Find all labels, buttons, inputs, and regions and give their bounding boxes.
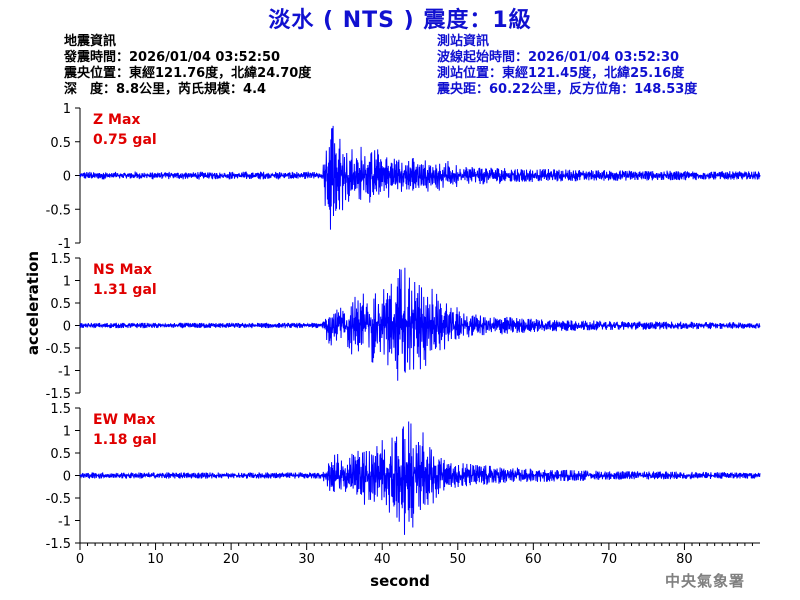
max-value-z: 0.75 gal [93, 132, 157, 148]
y-tick-label-ew: 1.5 [50, 402, 71, 417]
y-tick-label-z: -0.5 [46, 203, 71, 218]
x-axis-title: second [370, 572, 430, 590]
agency-name: 中央氣象署 [664, 572, 745, 590]
y-tick-label-ew: 1 [63, 425, 71, 440]
waveform-z [79, 125, 761, 230]
y-tick-label-ns: 1.5 [50, 252, 71, 267]
max-label-z: Z Max [93, 112, 140, 128]
max-value-ew: 1.18 gal [93, 432, 157, 448]
epicentral-distance: 震央距：60.22公里，反方位角：148.53度 [437, 82, 698, 97]
epicenter-location: 震央位置：東經121.76度，北緯24.70度 [64, 66, 312, 81]
y-tick-label-z: 0 [63, 170, 71, 185]
station-info-heading: 測站資訊 [437, 34, 490, 49]
y-tick-label-ns: -0.5 [46, 342, 71, 357]
quake-info-heading: 地震資訊 [64, 34, 117, 49]
y-tick-label-ew: -0.5 [46, 492, 71, 507]
y-tick-label-z: 0.5 [50, 136, 71, 151]
y-tick-label-z: -1 [58, 237, 71, 252]
y-tick-label-ew: 0.5 [50, 447, 71, 462]
x-tick-label: 80 [676, 552, 693, 567]
chart-title: 淡水 ( NTS ) 震度：1級 [268, 8, 532, 33]
x-tick-label: 60 [525, 552, 542, 567]
max-value-ns: 1.31 gal [93, 282, 157, 298]
x-tick-label: 50 [450, 552, 467, 567]
y-tick-label-ns: -1.5 [46, 387, 71, 402]
station-location: 測站位置：東經121.45度，北緯25.16度 [437, 66, 685, 81]
x-tick-label: 0 [76, 552, 84, 567]
y-tick-label-ew: 0 [63, 470, 71, 485]
depth-magnitude: 深 度：8.8公里，芮氏規模：4.4 [64, 82, 267, 97]
x-tick-label: 20 [223, 552, 240, 567]
waveform-ew [79, 421, 761, 535]
max-label-ns: NS Max [93, 262, 152, 278]
y-tick-label-ns: -1 [58, 365, 71, 380]
quake-info-block: 地震資訊 發震時間：2026/01/04 03:52:50 震央位置：東經121… [64, 34, 311, 98]
waveform-ns [79, 267, 761, 381]
y-tick-label-ns: 0 [63, 320, 71, 335]
y-tick-label-ns: 1 [63, 275, 71, 290]
y-tick-label-ew: -1 [58, 515, 71, 530]
y-tick-label-z: 1 [63, 102, 71, 117]
x-tick-label: 40 [374, 552, 391, 567]
origin-time: 發震時間：2026/01/04 03:52:50 [64, 50, 281, 65]
max-label-ew: EW Max [93, 412, 155, 428]
x-tick-label: 30 [298, 552, 315, 567]
x-tick-label: 70 [601, 552, 618, 567]
y-axis-title: acceleration [24, 251, 42, 355]
wave-start-time: 波線起始時間：2026/01/04 03:52:30 [437, 50, 680, 65]
y-tick-label-ew: -1.5 [46, 537, 71, 552]
x-tick-label: 10 [147, 552, 164, 567]
y-tick-label-ns: 0.5 [50, 297, 71, 312]
station-info-block: 測站資訊 波線起始時間：2026/01/04 03:52:30 測站位置：東經1… [437, 34, 697, 98]
